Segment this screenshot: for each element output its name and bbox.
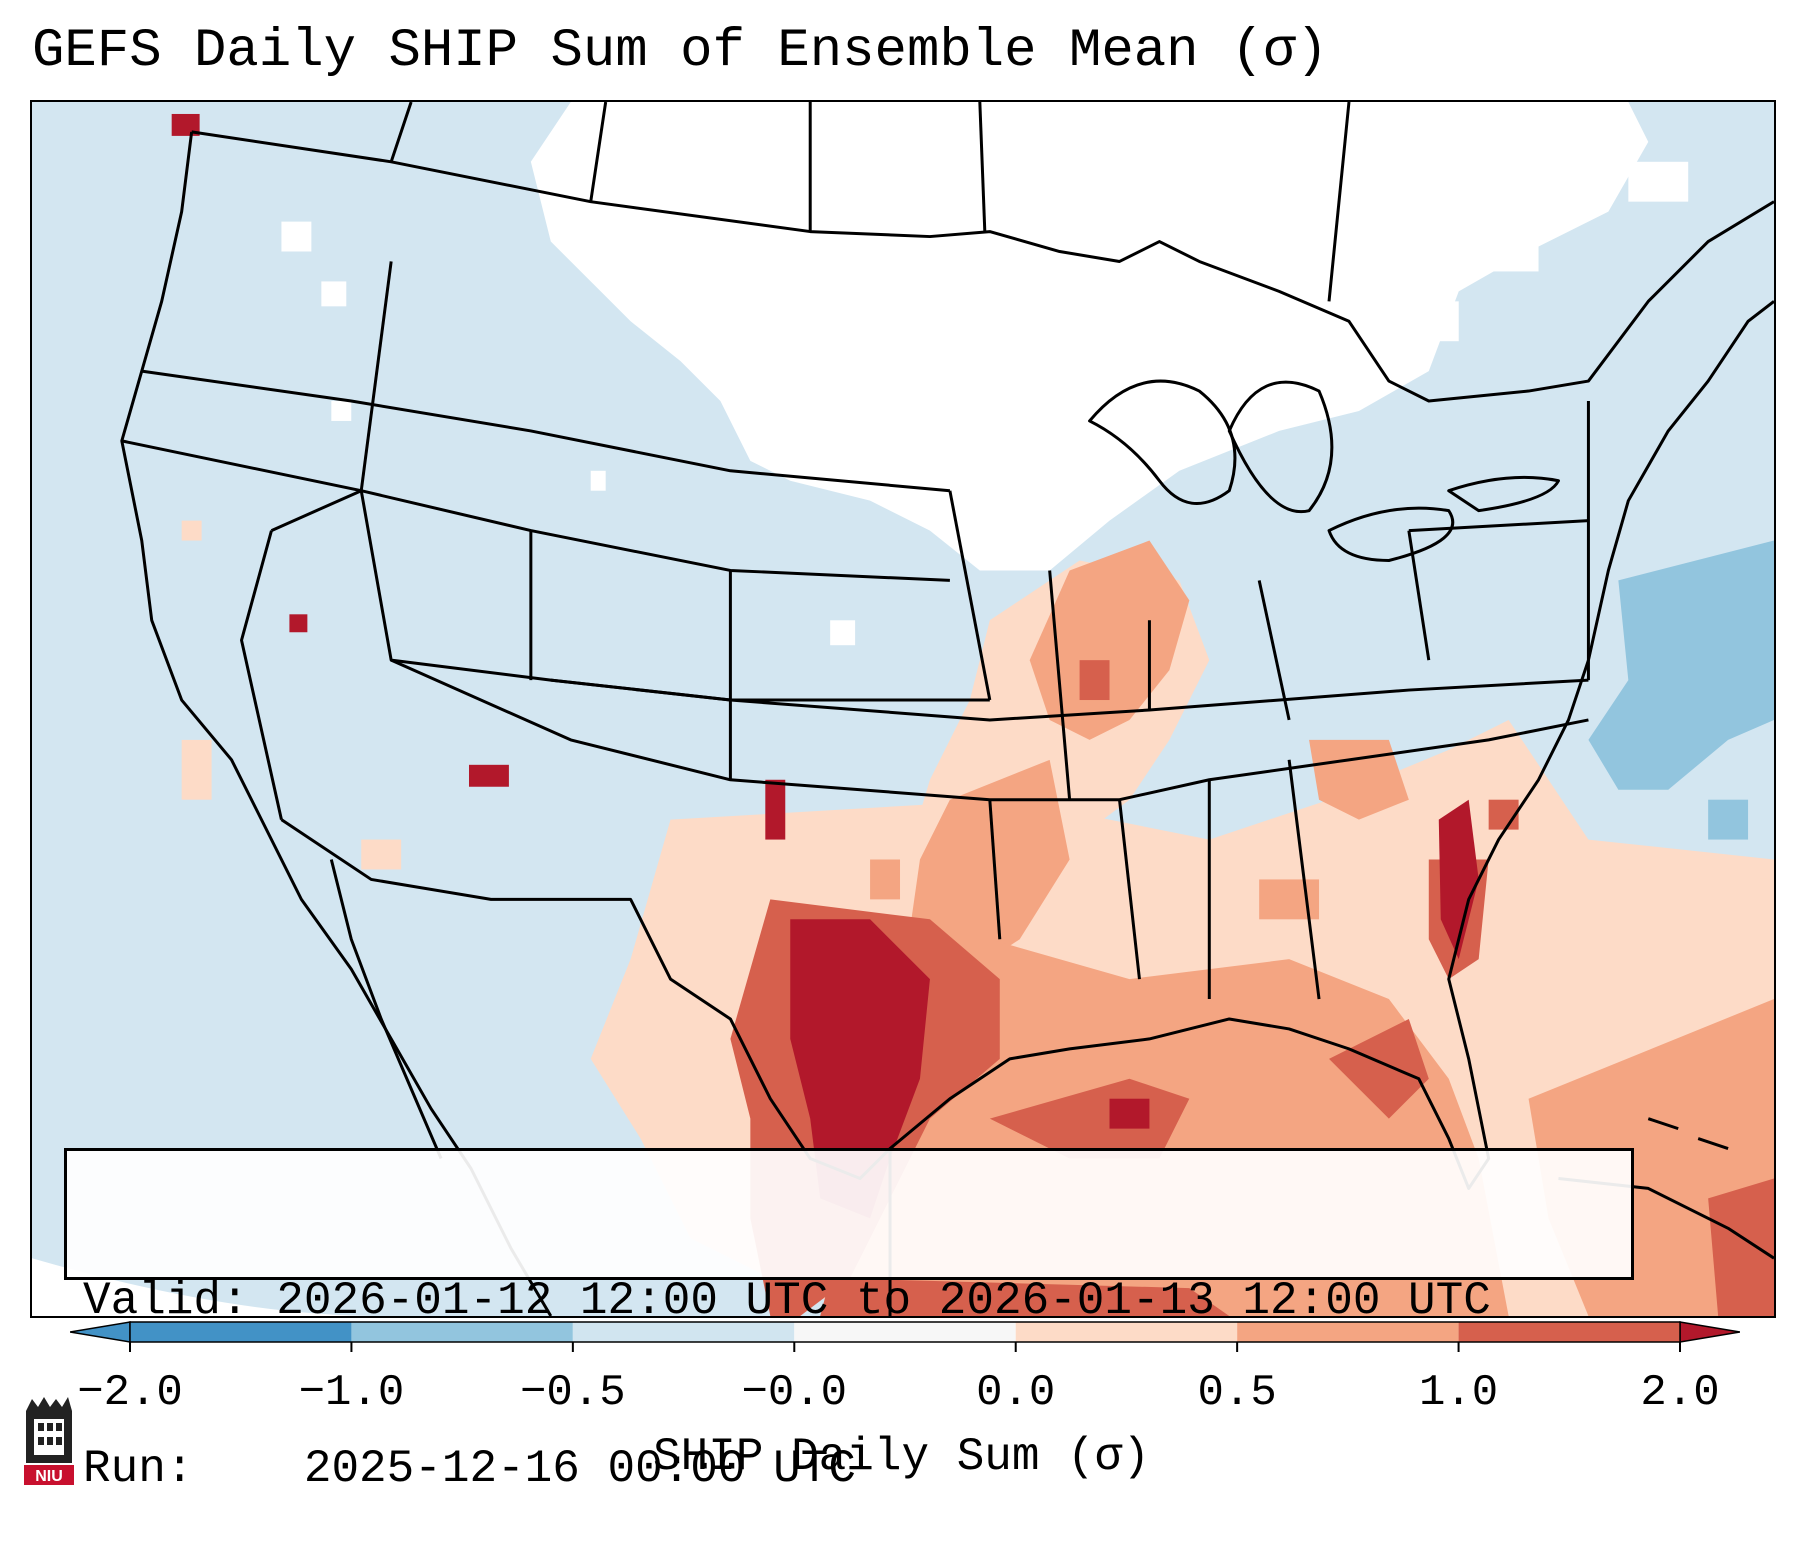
colorbar-segment [1237,1322,1459,1342]
run-time: 2025-12-16 00:00 UTC [303,1443,856,1495]
colorbar-border [129,1321,1681,1343]
niu-logo-icon: NIU [24,1397,74,1485]
colorbar-label: SHIP Daily Sum (σ) [653,1431,1150,1483]
colorbar-segment [1015,1322,1238,1342]
colorbar-segments [70,1321,1740,1343]
colorbar-segment [351,1322,573,1342]
colorbar-extend-low [70,1321,131,1343]
colorbar-extend-high [1679,1321,1740,1343]
boundaries [120,102,1774,1316]
colorbar-tick-label: −0.5 [520,1368,626,1418]
colorbar-tick-label: 1.0 [1419,1368,1498,1418]
colorbar-segment [794,1322,1016,1342]
colorbar-segment [572,1322,795,1342]
valid-label: Valid: [83,1275,249,1327]
map-panel [30,100,1776,1318]
colorbar-tick-label: −2.0 [77,1368,183,1418]
map-title: GEFS Daily SHIP Sum of Ensemble Mean (σ) [32,21,1329,82]
colorbar-tick-label: 0.5 [1198,1368,1277,1418]
colorbar-segment [1458,1322,1680,1342]
colorbar: −2.0 −1.0 −0.5 −0.0 0.0 0.5 1.0 2.0 [70,1321,1740,1418]
colorbar-tick-label: −1.0 [299,1368,405,1418]
valid-line: Valid: 2026-01-12 12:00 UTC to 2026-01-1… [83,1273,1615,1329]
valid-time: 2026-01-12 12:00 UTC to 2026-01-13 12:00… [276,1275,1491,1327]
run-line: Run: 2025-12-16 00:00 UTC [83,1441,1615,1497]
projection-edge [32,1258,382,1316]
negative-anomaly-atlantic [1588,540,1774,790]
logo-text: NIU [35,1468,63,1485]
colorbar-segment [130,1322,352,1342]
colorbar-tick-label: 2.0 [1640,1368,1719,1418]
run-info-box: Valid: 2026-01-12 12:00 UTC to 2026-01-1… [64,1148,1634,1495]
colorbar-ticks: −2.0 −1.0 −0.5 −0.0 0.0 0.5 1.0 2.0 [77,1342,1720,1418]
colorbar-tick-label: 0.0 [976,1368,1055,1418]
map-canvas [32,102,1774,1316]
colorbar-tick-label: −0.0 [741,1368,847,1418]
run-label: Run: [83,1443,194,1495]
negative-anomaly-small [1708,799,1749,840]
